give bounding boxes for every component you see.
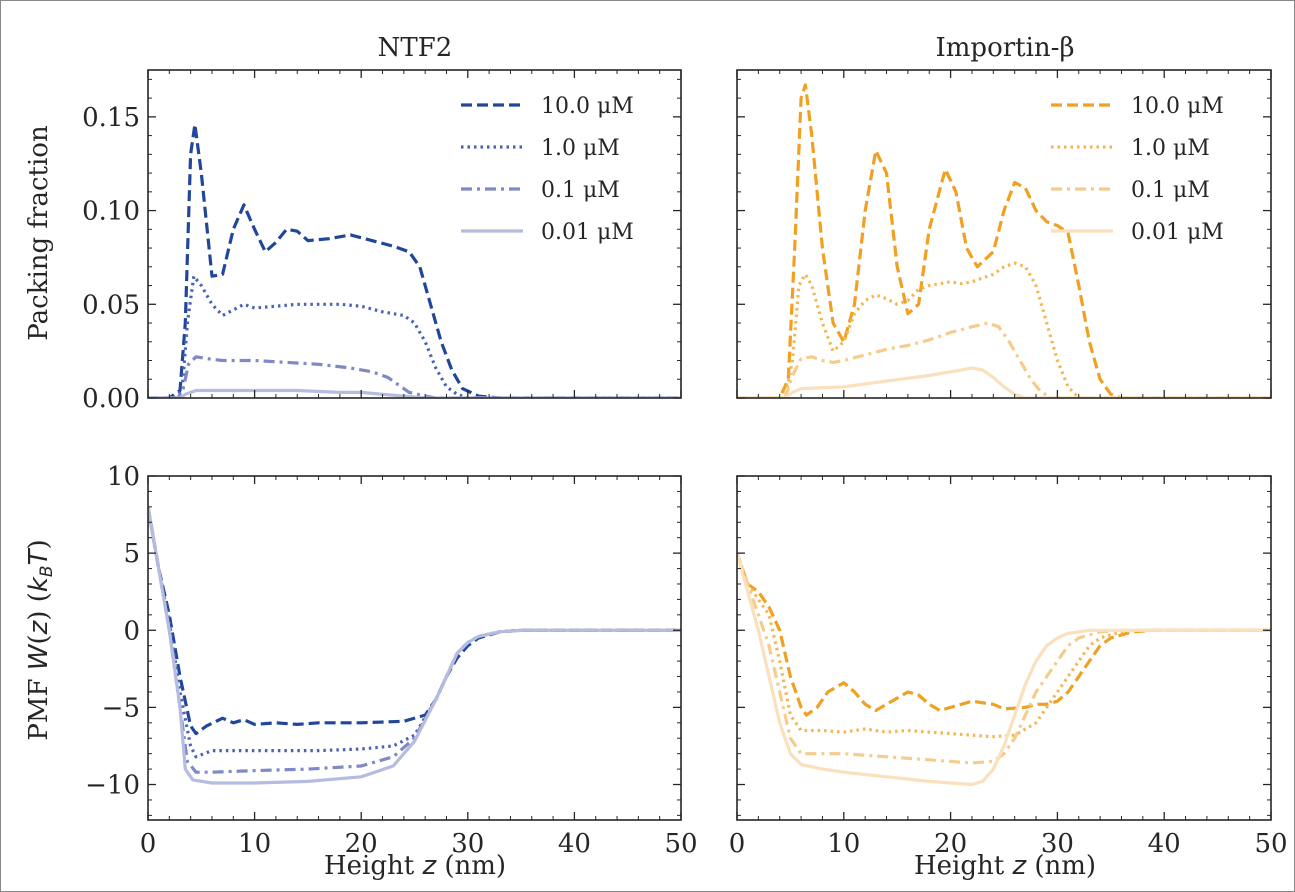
x-tick-label: 0 xyxy=(729,829,746,859)
ylabel-pmf: PMF W(z) (kBT) xyxy=(24,539,57,740)
chart-panel-1: 0.00 0.05 0.10 0.15 10.0 μM 1.0 μM 0.1 μM 0.01 … xyxy=(82,69,682,414)
legend-label: 1.0 μM xyxy=(541,136,620,161)
legend-label: 0.1 μM xyxy=(1131,178,1210,203)
legend-label: 0.01 μM xyxy=(541,220,634,245)
x-tick-label: 20 xyxy=(934,829,967,859)
series-line-1_0M xyxy=(737,261,1271,398)
series-line-1_0M xyxy=(148,274,681,398)
legend-label: 10.0 μM xyxy=(1131,94,1224,119)
series-line-0_01M xyxy=(737,552,1271,787)
legend-label: 10.0 μM xyxy=(541,94,634,119)
xlabel-right: Height z (nm) xyxy=(914,851,1096,881)
panel-title-ntf2: NTF2 xyxy=(378,33,453,63)
series-line-10_0M xyxy=(737,552,1271,717)
series-line-10_0M xyxy=(148,122,681,398)
series-line-0_1M xyxy=(737,321,1271,398)
legend: 10.0 μM 1.0 μM 0.1 μM 0.01 μM xyxy=(1051,94,1224,245)
series-line-0_1M xyxy=(148,506,681,774)
x-tick-label: 40 xyxy=(558,829,591,859)
axes-frame xyxy=(147,69,682,399)
y-tick-label: −10 xyxy=(85,771,140,801)
series-line-10_0M xyxy=(737,83,1271,398)
y-tick-label: 0.15 xyxy=(82,103,140,133)
y-tick-label: 0.00 xyxy=(82,384,140,414)
ylabel-packing-fraction: Packing fraction xyxy=(24,125,54,341)
axes-frame xyxy=(736,69,1272,399)
series-line-0_1M xyxy=(148,355,681,398)
y-tick-label: −5 xyxy=(102,693,140,723)
y-tick-label: 0.05 xyxy=(82,290,140,320)
chart-panel-3: 0 10 20 30 40 50 −10 −5 0 5 10 xyxy=(85,462,697,859)
series-line-0_1M xyxy=(737,552,1271,765)
series-line-0_01M xyxy=(737,366,1271,398)
x-tick-label: 50 xyxy=(664,829,697,859)
legend-label: 0.01 μM xyxy=(1131,220,1224,245)
xlabel-left: Height z (nm) xyxy=(324,851,506,881)
x-tick-label: 10 xyxy=(238,829,271,859)
legend-label: 0.1 μM xyxy=(541,178,620,203)
x-tick-label: 30 xyxy=(451,829,484,859)
series-line-0_01M xyxy=(148,506,681,785)
y-tick-label: 0 xyxy=(123,616,140,646)
legend-label: 1.0 μM xyxy=(1131,136,1210,161)
axes-frame xyxy=(147,475,682,821)
x-tick-label: 40 xyxy=(1148,829,1181,859)
x-tick-label: 0 xyxy=(140,829,157,859)
y-tick-label: 10 xyxy=(107,462,140,492)
legend: 10.0 μM 1.0 μM 0.1 μM 0.01 μM xyxy=(461,94,634,245)
chart-panel-2: 10.0 μM 1.0 μM 0.1 μM 0.01 μM xyxy=(736,69,1272,399)
y-tick-label: 5 xyxy=(123,539,140,569)
x-tick-label: 30 xyxy=(1041,829,1074,859)
panel-title-importin: Importin-β xyxy=(936,33,1075,63)
series-line-1_0M xyxy=(737,552,1271,739)
y-tick-label: 0.10 xyxy=(82,197,140,227)
x-tick-label: 50 xyxy=(1254,829,1287,859)
x-tick-label: 20 xyxy=(345,829,378,859)
series-line-0_01M xyxy=(148,388,681,398)
series-line-10_0M xyxy=(148,506,681,736)
chart-panel-4: 0 10 20 30 40 50 xyxy=(729,475,1288,859)
axes-frame xyxy=(736,475,1272,821)
x-tick-label: 10 xyxy=(827,829,860,859)
